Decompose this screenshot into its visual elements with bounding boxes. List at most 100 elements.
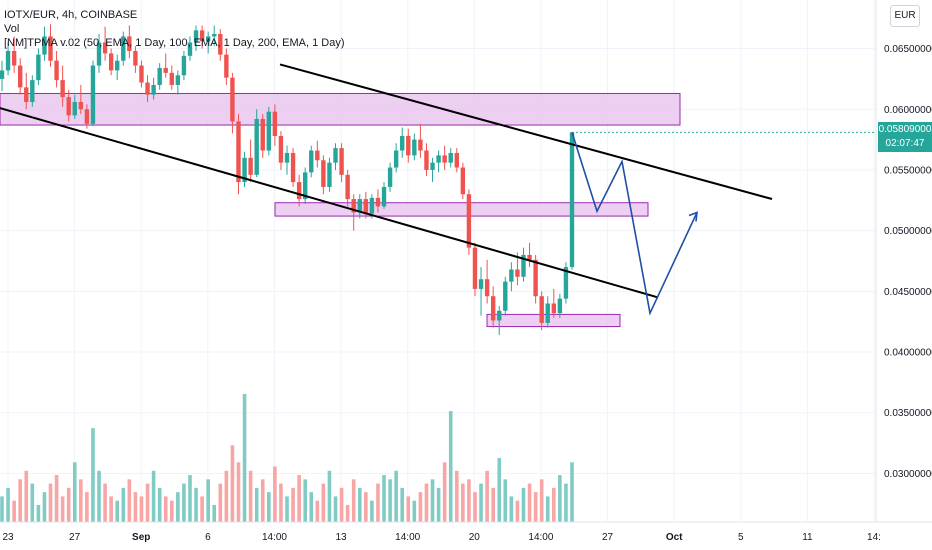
candle-body [102, 42, 108, 54]
candle-body [175, 75, 181, 85]
candle-body [393, 150, 399, 168]
candle-body [400, 135, 405, 151]
candle-body [539, 296, 544, 323]
candle-body [72, 101, 77, 116]
y-tick-label: 0.04000000 [884, 348, 932, 359]
volume-bar [176, 492, 180, 522]
volume-bar [400, 487, 405, 522]
currency-button[interactable]: EUR [890, 5, 920, 27]
volume-bar [327, 470, 332, 522]
candle-body [363, 199, 369, 214]
x-tick-label: 14:00 [395, 532, 420, 543]
x-tick-label: 20 [469, 532, 481, 543]
volume-bar [72, 462, 77, 522]
x-tick-label: Sep [132, 532, 150, 543]
candle-body [490, 296, 496, 321]
volume-bar [6, 487, 10, 522]
volume-bar [97, 470, 101, 522]
candle-body [290, 152, 296, 183]
volume-bar [127, 479, 132, 522]
x-tick-label: 11 [802, 532, 813, 543]
volume-bar [206, 479, 210, 522]
price-axis-bg [876, 0, 932, 550]
candle-body [48, 36, 53, 61]
volume-bar [509, 496, 514, 522]
volume-bar [321, 483, 326, 522]
volume-bar [376, 483, 380, 522]
x-tick-label: 14: [867, 532, 881, 543]
volume-bar [54, 475, 59, 522]
chart-legend: IOTX/EUR, 4h, COINBASE Vol [NM]TPMA v.02… [4, 8, 345, 50]
candle-body [478, 279, 484, 289]
volume-bar [133, 492, 138, 522]
candle-body [254, 118, 259, 175]
candle-body [460, 167, 466, 195]
volume-bar [339, 487, 344, 522]
volume-bar [467, 479, 471, 522]
candle-body [11, 50, 17, 66]
volume-bar [267, 492, 271, 522]
y-tick-label: 0.05000000 [884, 226, 932, 237]
candle-body [187, 42, 193, 56]
candle-body [115, 60, 120, 71]
candle-body [42, 36, 47, 55]
volume-bars [0, 394, 574, 522]
candle-body [557, 298, 563, 314]
candle-body [236, 121, 241, 183]
price-axis[interactable]: 0.06500000 0.06000000 0.05500000 0.05000000… [875, 0, 932, 550]
candle-body [521, 254, 526, 277]
volume-bar [145, 483, 150, 522]
volume-bar [430, 479, 435, 522]
time-axis[interactable]: 23 27 Sep 6 14:00 13 14:00 20 14:00 27 Oct 5 11 14: [0, 521, 932, 543]
candle-body [424, 150, 429, 170]
candle-body [466, 194, 472, 248]
volume-bar [503, 479, 508, 522]
projection-arrowhead [688, 211, 698, 222]
candle-body [503, 281, 508, 311]
x-tick-label: 27 [602, 532, 614, 543]
volume-bar [103, 483, 107, 522]
y-tick-label: 0.03000000 [884, 469, 932, 480]
candle-body [551, 303, 557, 314]
y-tick-label: 0.06500000 [884, 44, 932, 55]
volume-bar [248, 470, 253, 522]
candle-body [205, 36, 211, 42]
candle-body [569, 132, 575, 268]
candle-body [36, 54, 41, 81]
candle-body [369, 197, 375, 214]
candle-body [327, 162, 332, 187]
candle-body [533, 259, 538, 297]
bar-countdown: 02:07:47 [885, 138, 925, 149]
volume-bar [115, 500, 120, 522]
volume-bar [163, 496, 168, 522]
channel-line [279, 63, 773, 200]
volume-bar [418, 492, 423, 522]
candle-body [454, 152, 459, 168]
candle-body [296, 182, 302, 200]
candle-body [545, 303, 550, 323]
candle-body [54, 60, 59, 81]
volume-bar [497, 458, 502, 522]
last-price-value: 0.05809000 [878, 124, 932, 135]
candle-body [527, 254, 532, 260]
candle-body [242, 157, 247, 183]
indicator-label[interactable]: [NM]TPMA v.02 (50, EMA, 1 Day, 100, EMA,… [4, 37, 345, 49]
volume-bar [42, 492, 47, 522]
symbol-title[interactable]: IOTX/EUR, 4h, COINBASE [4, 9, 138, 21]
volume-bar [351, 479, 356, 522]
volume-bar [558, 475, 562, 522]
candle-body [108, 53, 114, 71]
volume-bar [212, 504, 217, 522]
x-tick-label: 14:00 [528, 532, 553, 543]
volume-bar [533, 492, 538, 522]
volume-label[interactable]: Vol [4, 23, 20, 35]
candle-body [24, 87, 29, 102]
volume-bar [24, 470, 29, 522]
volume-bar [291, 487, 295, 522]
candle-body [302, 172, 308, 200]
candle-body [230, 77, 235, 122]
volume-bar [454, 470, 459, 522]
candle-body [0, 70, 5, 79]
candle-body [430, 162, 435, 170]
